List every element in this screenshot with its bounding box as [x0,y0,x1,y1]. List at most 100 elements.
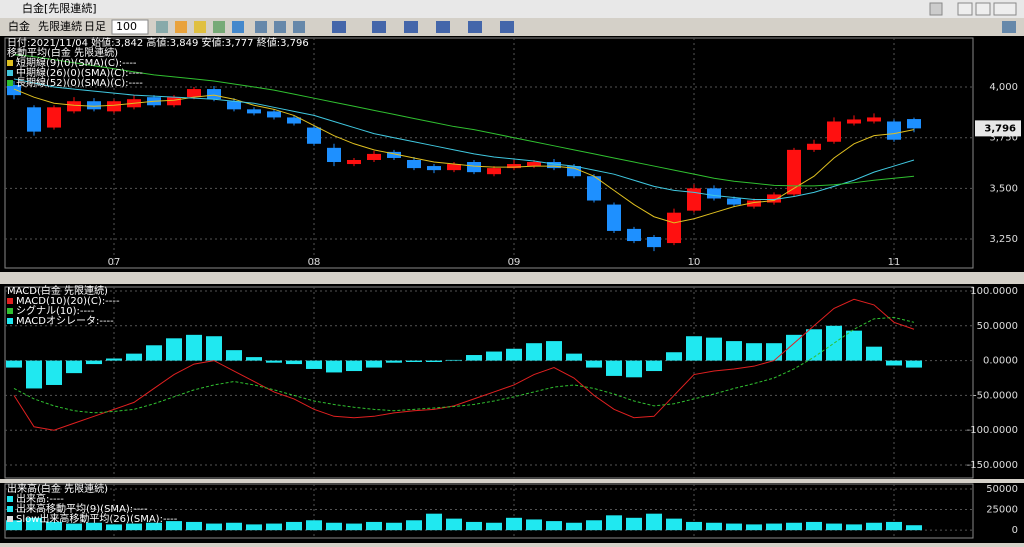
candle-body [767,194,781,203]
candle-body [47,107,61,128]
minimize-button[interactable] [957,2,973,16]
tool-icon[interactable] [436,21,450,33]
oscillator-bar [626,360,642,378]
legend-entry: MACD(10)(20)(C):---- [16,296,120,307]
close-button[interactable] [993,2,1017,16]
candle-body [327,147,341,163]
y-tick-label: 4,000 [989,82,1018,93]
legend-entry: 長期線(52)(0)(SMA)(C):---- [16,76,143,89]
oscillator-bar [26,360,42,389]
zoom-icon[interactable] [1002,21,1016,33]
tool-icon[interactable] [194,21,206,33]
oscillator-bar [746,343,762,361]
oscillator-bar [286,360,302,365]
candle-body [227,101,241,110]
count-input[interactable] [111,19,149,35]
oscillator-bar [886,360,902,366]
candle-body [687,188,701,211]
legend-entry: 中期線(26)(0)(SMA)(C):---- [16,66,143,79]
legend-title: 出来高(白金 先限連続) [7,482,108,495]
candle-body [7,85,21,96]
volume-bar [846,524,862,531]
oscillator-bar [786,334,802,361]
oscillator-bar [326,360,342,373]
oscillator-bar [546,341,562,361]
legend-entry: 短期線(9)(0)(SMA)(C):---- [16,56,137,69]
candle-body [707,188,721,199]
legend-entry: 出来高移動平均(9)(SMA):---- [16,502,148,515]
legend-entry: MACDオシレータ:---- [16,315,114,327]
oscillator-bar [566,353,582,361]
pin-button[interactable] [929,2,943,16]
oscillator-bar [726,341,742,361]
tool-icon[interactable] [274,21,286,33]
candle-body [807,143,821,150]
tool-icon[interactable] [175,21,187,33]
oscillator-bar [806,329,822,361]
volume-bar [246,524,262,531]
legend-entry: Slow出来高移動平均(26)(SMA):---- [16,512,178,525]
indicator-line [13,88,915,224]
candle-body [847,119,861,124]
y-tick-label: 3,500 [989,183,1018,194]
oscillator-bar [486,351,502,361]
volume-bar [786,522,802,531]
price-tag-box [975,120,1021,137]
tool-icon[interactable] [213,21,225,33]
volume-bar [666,518,682,531]
window-title: 白金[先限連続] [22,1,97,15]
tool-icon[interactable] [255,21,267,33]
x-tick-label: 09 [508,257,521,268]
candle-body [267,111,281,118]
period-select[interactable]: 日足 [84,20,106,33]
volume-bar [586,520,602,531]
y-tick-label: 0 [1012,525,1018,536]
y-tick-label: 100.0000 [970,286,1018,297]
volume-bar [626,517,642,531]
tool-icon[interactable] [468,21,482,33]
symbol-button[interactable]: 白金 [8,19,30,33]
candle-body [607,204,621,231]
macd-panel [4,286,974,479]
oscillator-bar [86,360,102,365]
maximize-button[interactable] [975,2,991,16]
tool-icon[interactable] [293,21,305,33]
price-info: 日付:2021/11/04 始値:3,842 高値:3,849 安値:3,777… [7,36,309,49]
candle-body [187,89,201,98]
candle-body [247,109,261,114]
contract-button[interactable]: 先限連続 [38,19,82,33]
volume-bar [46,521,62,531]
tool-icon[interactable] [500,21,514,33]
candle-body [647,236,661,248]
oscillator-bar [266,360,282,363]
chart-area [0,36,1024,543]
oscillator-bar [466,355,482,361]
volume-bar [186,521,202,531]
legend-title: 移動平均(白金 先限連続) [7,46,118,59]
candle-body [787,149,801,195]
volume-bar [646,513,662,531]
x-tick-label: 07 [108,257,121,268]
legend-swatch [7,308,13,314]
oscillator-bar [346,360,362,372]
volume-bar [446,518,462,531]
candle-body [527,162,541,167]
candle-body [447,164,461,171]
oscillator-bar [166,338,182,361]
tool-icon[interactable] [156,21,168,33]
volume-bar [206,523,222,531]
volume-bar [726,523,742,531]
volume-bar [106,524,122,531]
tool-icon[interactable] [332,21,346,33]
volume-bar [866,522,882,531]
volume-bar [26,517,42,531]
tool-icon[interactable] [232,21,244,33]
tool-icon[interactable] [372,21,386,33]
indicator-line [13,54,915,187]
volume-bar [746,524,762,531]
y-tick-label: -50.0000 [973,390,1018,401]
legend-entry: シグナル(10):---- [16,304,95,317]
tool-icon[interactable] [404,21,418,33]
indicator-line [13,78,915,201]
